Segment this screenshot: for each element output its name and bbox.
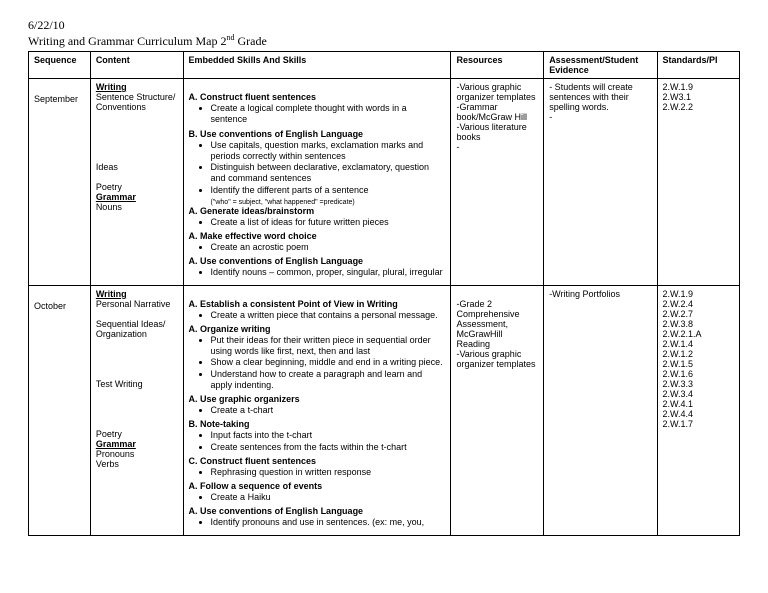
- table-row: OctoberWritingPersonal Narrative Sequent…: [29, 285, 740, 535]
- col-assessment: Assessment/Student Evidence: [544, 52, 657, 79]
- header-date: 6/22/10: [28, 18, 740, 33]
- header-title: Writing and Grammar Curriculum Map 2nd G…: [28, 33, 740, 49]
- col-resources: Resources: [451, 52, 544, 79]
- cell-content: WritingSentence Structure/ Conventions I…: [90, 79, 183, 286]
- cell-standards: 2.W.1.92.W3.12.W.2.2: [657, 79, 739, 286]
- table-row: SeptemberWritingSentence Structure/ Conv…: [29, 79, 740, 286]
- cell-content: WritingPersonal Narrative Sequential Ide…: [90, 285, 183, 535]
- cell-sequence: September: [29, 79, 91, 286]
- cell-skills: A. Establish a consistent Point of View …: [183, 285, 451, 535]
- col-standards: Standards/PI: [657, 52, 739, 79]
- col-skills: Embedded Skills And Skills: [183, 52, 451, 79]
- cell-assessment: - Students will create sentences with th…: [544, 79, 657, 286]
- cell-sequence: October: [29, 285, 91, 535]
- cell-standards: 2.W.1.92.W.2.42.W.2.72.W.3.82.W.2.1.A2.W…: [657, 285, 739, 535]
- cell-assessment: -Writing Portfolios: [544, 285, 657, 535]
- cell-resources: -Various graphic organizer templates-Gra…: [451, 79, 544, 286]
- cell-skills: A. Construct fluent sentencesCreate a lo…: [183, 79, 451, 286]
- cell-resources: -Grade 2 Comprehensive Assessment, McGra…: [451, 285, 544, 535]
- page-header: 6/22/10 Writing and Grammar Curriculum M…: [28, 18, 740, 49]
- table-header-row: Sequence Content Embedded Skills And Ski…: [29, 52, 740, 79]
- col-content: Content: [90, 52, 183, 79]
- curriculum-table: Sequence Content Embedded Skills And Ski…: [28, 51, 740, 536]
- col-sequence: Sequence: [29, 52, 91, 79]
